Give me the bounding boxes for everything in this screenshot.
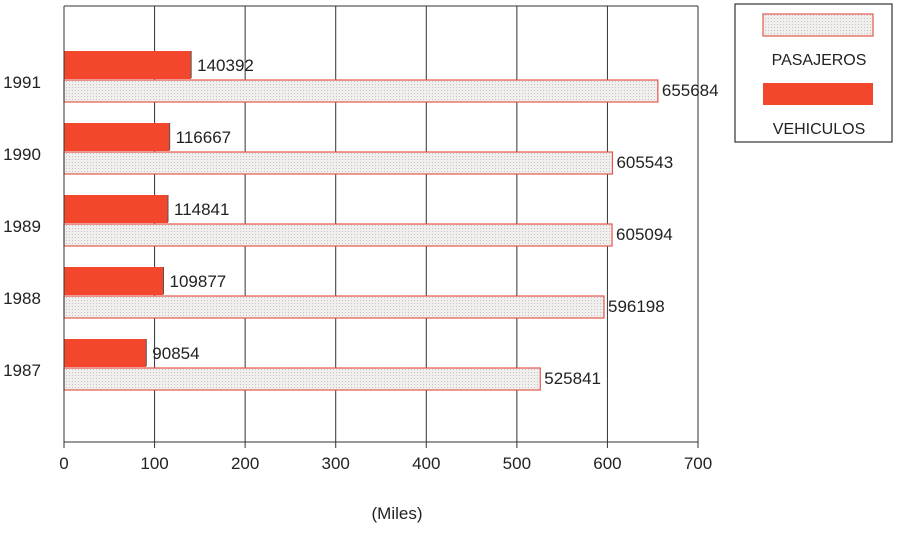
data-label-pasajeros: 605094: [616, 225, 673, 244]
x-tick-label: 100: [140, 454, 168, 473]
bar-pasajeros: [63, 79, 659, 103]
legend-label-vehiculos: VEHICULOS: [773, 121, 865, 138]
axes: 0 100 200 300 400 500 600 700 1991 1990 1989 1988 19…: [3, 5, 712, 523]
data-label-vehiculos: 140392: [197, 56, 254, 75]
category-label: 1989: [3, 217, 41, 236]
legend-swatch-vehiculos: [763, 83, 873, 105]
data-label-pasajeros: 655684: [662, 81, 719, 100]
category-label: 1991: [3, 73, 41, 92]
bar-vehiculos: [64, 195, 169, 223]
data-label-vehiculos: 90854: [152, 344, 199, 363]
bar-vehiculos: [64, 267, 164, 295]
bar-pasajeros: [63, 223, 613, 247]
bar-pasajeros: [63, 151, 614, 175]
legend: PASAJEROS VEHICULOS: [734, 3, 893, 143]
x-axis-title: (Miles): [372, 504, 423, 523]
legend-swatch-pasajeros: [762, 13, 874, 37]
data-label-pasajeros: 605543: [616, 153, 673, 172]
data-label-vehiculos: 114841: [174, 200, 229, 219]
x-tick-label: 600: [593, 454, 621, 473]
bar-vehiculos: [64, 123, 170, 151]
data-label-vehiculos: 109877: [170, 272, 227, 291]
x-tick-label: 400: [412, 454, 440, 473]
bar-vehiculos: [64, 51, 192, 79]
category-label: 1988: [3, 289, 41, 308]
bar-pasajeros: [63, 295, 605, 319]
legend-label-pasajeros: PASAJEROS: [772, 52, 867, 69]
category-label: 1990: [3, 145, 41, 164]
data-label-pasajeros: 596198: [608, 297, 665, 316]
x-tick-label: 300: [322, 454, 350, 473]
x-tick-label: 700: [684, 454, 712, 473]
bar-pasajeros: [63, 367, 541, 391]
data-label-vehiculos: 116667: [176, 128, 231, 147]
x-tick-label: 0: [59, 454, 68, 473]
category-label: 1987: [3, 361, 41, 380]
x-tick-label: 500: [503, 454, 531, 473]
x-tick-label: 200: [231, 454, 259, 473]
data-label-pasajeros: 525841: [544, 369, 601, 388]
data-labels: 140392 655684 116667 605543 114841 605094 1098…: [152, 56, 718, 388]
bars: [63, 51, 659, 391]
bar-vehiculos: [64, 339, 147, 367]
